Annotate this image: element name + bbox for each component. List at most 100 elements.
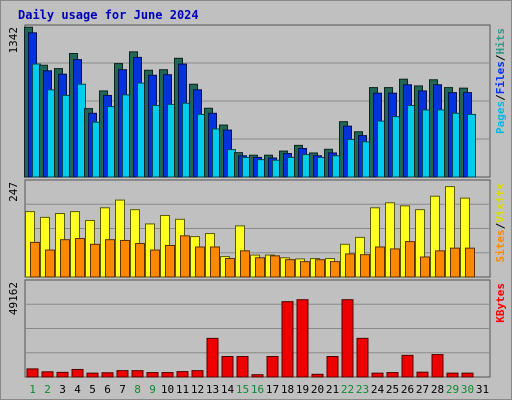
day-label-21: 21	[326, 383, 339, 396]
day-label-20: 20	[311, 383, 324, 396]
day-labels: 1 2 3 4 5 6 7 8 9 10 11 12 13 14 15 16 17 18 19 20 21 22 23 24 2…	[29, 383, 489, 396]
bar-sites-day-23	[360, 254, 370, 278]
panel-visits-sites: 247 Sites/Visits	[7, 179, 507, 278]
day-label-17: 17	[266, 383, 279, 396]
day-label-27: 27	[416, 383, 429, 396]
bar-sites-day-7	[120, 239, 130, 278]
day-label-29: 29	[446, 383, 459, 396]
bar-sites-day-11	[180, 235, 190, 278]
chart-title: Daily usage for June 2024	[18, 8, 199, 22]
day-label-30: 30	[461, 383, 474, 396]
bar-kbytes-day-9	[146, 372, 159, 378]
day-label-25: 25	[386, 383, 399, 396]
right-legend: Sites/Visits	[494, 183, 507, 263]
bar-kbytes-day-25	[386, 372, 399, 378]
bar-sites-day-15	[240, 250, 250, 278]
day-label-16: 16	[251, 383, 264, 396]
day-label-5: 5	[89, 383, 96, 396]
day-label-7: 7	[119, 383, 126, 396]
legend-entry: Files	[494, 61, 507, 94]
day-label-14: 14	[221, 383, 235, 396]
y-max-label: 247	[7, 182, 20, 202]
bar-kbytes-day-11	[176, 371, 189, 378]
day-label-13: 13	[206, 383, 219, 396]
right-legend: Pages/Files/Hits	[494, 28, 507, 134]
bar-sites-day-17	[270, 255, 280, 278]
legend-entry: /	[494, 222, 507, 229]
bar-kbytes-day-6	[101, 372, 114, 378]
legend-entry: Visits	[494, 183, 507, 223]
bar-sites-day-8	[135, 243, 145, 278]
panels: 1342Pages/Files/Hits247Sites/Visits49162…	[7, 24, 507, 378]
bar-sites-day-6	[105, 239, 115, 278]
day-label-2: 2	[44, 383, 51, 396]
bar-sites-day-9	[150, 249, 160, 278]
bar-kbytes-day-18	[281, 301, 294, 378]
bar-kbytes-day-12	[191, 370, 204, 378]
legend-entry: /	[494, 54, 507, 61]
bar-kbytes-day-26	[401, 354, 414, 378]
day-label-4: 4	[74, 383, 81, 396]
day-label-9: 9	[149, 383, 156, 396]
day-label-31: 31	[476, 383, 489, 396]
bar-kbytes-day-10	[161, 372, 174, 378]
bar-kbytes-day-30	[461, 372, 474, 378]
legend-entry: Hits	[494, 28, 507, 55]
bar-kbytes-day-16	[251, 374, 264, 378]
bar-kbytes-day-17	[266, 356, 279, 378]
bar-sites-day-18	[285, 259, 295, 278]
day-label-22: 22	[341, 383, 354, 396]
day-label-18: 18	[281, 383, 294, 396]
day-label-11: 11	[176, 383, 189, 396]
bar-kbytes-day-27	[416, 371, 429, 378]
legend-entry: Pages	[494, 101, 507, 134]
bar-kbytes-day-20	[311, 373, 324, 378]
y-max-label: 1342	[7, 27, 20, 54]
bar-sites-day-10	[165, 244, 175, 278]
day-label-1: 1	[29, 383, 36, 396]
bar-sites-day-3	[60, 239, 70, 278]
bar-sites-day-4	[75, 238, 85, 278]
bar-kbytes-day-23	[356, 337, 369, 378]
bar-kbytes-day-14	[221, 356, 234, 378]
bar-sites-day-14	[225, 258, 235, 278]
bar-kbytes-day-2	[41, 371, 54, 378]
bar-sites-day-28	[435, 250, 445, 278]
bar-sites-day-21	[330, 261, 340, 278]
bar-sites-day-25	[390, 248, 400, 278]
bar-kbytes-day-22	[341, 299, 354, 378]
bar-kbytes-day-28	[431, 354, 444, 378]
day-label-12: 12	[191, 383, 204, 396]
bar-kbytes-day-5	[86, 372, 99, 378]
day-label-15: 15	[236, 383, 249, 396]
bar-sites-day-12	[195, 246, 205, 278]
bar-sites-day-30	[465, 247, 475, 278]
legend-entry: /	[494, 94, 507, 101]
bar-kbytes-day-29	[446, 372, 459, 378]
bar-kbytes-day-24	[371, 372, 384, 378]
day-label-10: 10	[161, 383, 174, 396]
bar-kbytes-day-19	[296, 299, 309, 378]
bar-sites-day-1	[30, 241, 40, 278]
bar-kbytes-day-8	[131, 370, 144, 378]
bar-kbytes-day-13	[206, 337, 219, 378]
bar-sites-day-24	[375, 246, 385, 278]
day-label-28: 28	[431, 383, 444, 396]
legend-entry: Sites	[494, 229, 507, 262]
bar-kbytes-day-21	[326, 356, 339, 378]
day-label-24: 24	[371, 383, 385, 396]
day-label-8: 8	[134, 383, 141, 396]
bar-sites-day-20	[315, 259, 325, 278]
day-label-3: 3	[59, 383, 66, 396]
bar-sites-day-26	[405, 241, 415, 278]
bar-sites-day-2	[45, 249, 55, 278]
bar-kbytes-day-7	[116, 370, 129, 378]
day-label-26: 26	[401, 383, 414, 396]
panel-kbytes: 49162 KBytes	[7, 279, 507, 378]
bar-kbytes-day-1	[26, 368, 39, 378]
bar-pages-day-30	[467, 113, 476, 178]
day-label-19: 19	[296, 383, 309, 396]
bar-sites-day-5	[90, 243, 100, 278]
